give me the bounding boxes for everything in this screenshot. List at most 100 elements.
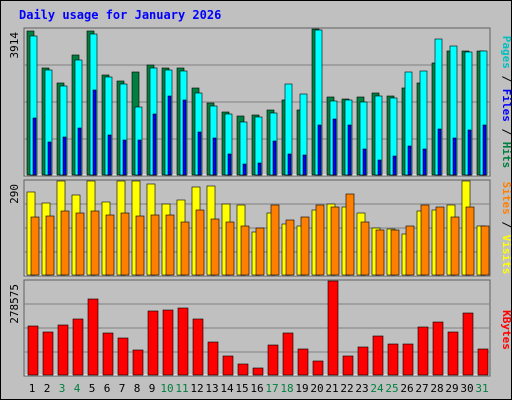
bar-pages-day-31	[482, 124, 487, 176]
legend-separator: /	[500, 215, 512, 235]
bar-kbytes-day-31	[477, 348, 489, 376]
bar-pages-day-27	[422, 148, 427, 176]
bar-sites-day-19	[300, 216, 310, 276]
bar-sites-day-17	[270, 204, 280, 276]
bar-kbytes-day-25	[387, 343, 399, 376]
x-tick-label-day-27: 27	[415, 382, 428, 395]
bar-kbytes-day-9	[147, 310, 159, 376]
bar-pages-day-15	[242, 163, 247, 176]
bar-sites-day-26	[405, 225, 415, 276]
bar-kbytes-day-1	[27, 325, 39, 376]
bar-pages-day-2	[47, 141, 52, 176]
legend-item-pages: Pages	[500, 36, 512, 69]
bar-kbytes-day-2	[42, 331, 54, 376]
x-tick-label-day-30: 30	[460, 382, 473, 395]
bar-sites-day-15	[240, 225, 250, 276]
bar-sites-day-5	[90, 210, 100, 276]
bar-sites-day-11	[180, 221, 190, 276]
y-max-label-sites-visits: 290	[8, 184, 21, 204]
bar-pages-day-3	[62, 136, 67, 176]
bar-pages-day-13	[212, 137, 217, 176]
bar-kbytes-day-20	[312, 360, 324, 376]
bar-kbytes-day-13	[207, 341, 219, 376]
x-tick-label-day-31: 31	[475, 382, 488, 395]
bar-kbytes-day-16	[252, 367, 264, 376]
x-tick-label-day-5: 5	[89, 382, 96, 395]
bar-kbytes-day-17	[267, 344, 279, 376]
x-tick-label-day-12: 12	[190, 382, 203, 395]
bar-pages-day-21	[332, 118, 337, 176]
bar-kbytes-day-27	[417, 326, 429, 376]
bar-kbytes-day-18	[282, 332, 294, 376]
legend-separator: /	[500, 69, 512, 89]
x-tick-label-day-7: 7	[119, 382, 126, 395]
x-tick-label-day-13: 13	[205, 382, 218, 395]
bar-pages-day-1	[32, 117, 37, 176]
legend-hits-files-pages: Pages / Files / Hits	[500, 36, 512, 169]
bar-sites-day-21	[330, 206, 340, 276]
bar-sites-day-31	[480, 225, 490, 276]
x-tick-label-day-22: 22	[340, 382, 353, 395]
bar-kbytes-day-12	[192, 318, 204, 376]
bar-kbytes-day-6	[102, 332, 114, 376]
x-tick-label-day-24: 24	[370, 382, 384, 395]
bar-sites-day-27	[420, 204, 430, 276]
bar-pages-day-25	[392, 155, 397, 176]
bar-pages-day-30	[467, 129, 472, 176]
x-tick-label-day-15: 15	[235, 382, 248, 395]
bar-kbytes-day-3	[57, 324, 69, 376]
bar-pages-day-19	[302, 154, 307, 176]
bar-sites-day-30	[465, 206, 475, 276]
bar-sites-day-18	[285, 219, 295, 276]
bar-kbytes-day-21	[327, 280, 339, 376]
bar-sites-day-20	[315, 204, 325, 276]
bar-kbytes-day-26	[402, 343, 414, 376]
legend-item-sites: Sites	[500, 182, 512, 215]
legend-item-visits: Visits	[500, 235, 512, 275]
bar-pages-day-8	[137, 139, 142, 176]
bar-kbytes-day-7	[117, 337, 129, 376]
bar-sites-day-3	[60, 210, 70, 276]
bar-kbytes-day-8	[132, 349, 144, 376]
chart-title: Daily usage for January 2026	[19, 8, 221, 22]
legend-separator: /	[500, 122, 512, 142]
bar-pages-day-6	[107, 134, 112, 176]
x-tick-label-day-21: 21	[325, 382, 338, 395]
bar-sites-day-6	[105, 214, 115, 276]
bar-kbytes-day-19	[297, 348, 309, 376]
bar-pages-day-7	[122, 139, 127, 176]
bar-sites-day-9	[150, 214, 160, 276]
bar-kbytes-day-14	[222, 355, 234, 376]
x-tick-label-day-14: 14	[220, 382, 234, 395]
legend-item-kbytes: KBytes	[500, 310, 512, 350]
y-max-label-hits-files-pages: 3914	[8, 32, 21, 59]
x-tick-label-day-1: 1	[29, 382, 36, 395]
bar-kbytes-day-15	[237, 363, 249, 376]
x-tick-label-day-11: 11	[175, 382, 188, 395]
x-tick-label-day-29: 29	[445, 382, 458, 395]
bar-kbytes-day-5	[87, 298, 99, 376]
x-tick-label-day-26: 26	[400, 382, 413, 395]
bar-sites-day-16	[255, 227, 265, 276]
bar-pages-day-28	[437, 128, 442, 176]
bar-sites-day-10	[165, 214, 175, 276]
bar-sites-day-2	[45, 215, 55, 276]
bar-kbytes-day-23	[357, 346, 369, 376]
bar-sites-day-23	[360, 221, 370, 276]
x-tick-label-day-18: 18	[280, 382, 293, 395]
x-tick-label-day-8: 8	[134, 382, 141, 395]
bar-sites-day-14	[225, 221, 235, 276]
bar-sites-day-8	[135, 215, 145, 276]
bar-pages-day-10	[167, 95, 172, 176]
legend-item-hits: Hits	[500, 142, 512, 169]
legend-item-files: Files	[500, 89, 512, 122]
y-max-label-kbytes: 278575	[8, 284, 21, 324]
legend-sites-visits: Sites / Visits	[500, 182, 512, 275]
bar-pages-day-29	[452, 137, 457, 176]
bar-pages-day-23	[362, 148, 367, 176]
bar-kbytes-day-11	[177, 307, 189, 376]
bar-pages-day-9	[152, 113, 157, 176]
x-tick-label-day-6: 6	[104, 382, 111, 395]
bar-kbytes-day-29	[447, 331, 459, 376]
